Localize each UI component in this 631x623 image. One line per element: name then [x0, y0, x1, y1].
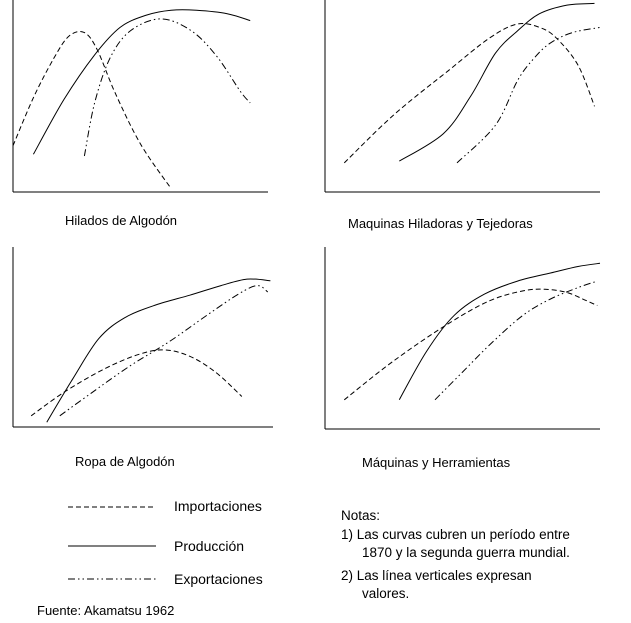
legend-line-produccion — [68, 545, 156, 547]
legend-label-importaciones: Importaciones — [174, 498, 262, 514]
notes-title: Notas: — [341, 508, 381, 523]
series-line-exportaciones — [83, 18, 251, 157]
chart-panel-ropa — [12, 247, 273, 428]
source-text: Fuente: Akamatsu 1962 — [37, 603, 175, 618]
caption-hilados: Hilados de Algodón — [65, 213, 178, 228]
legend-line-importaciones — [68, 506, 156, 508]
series-line-exportaciones — [59, 285, 269, 417]
caption-maquinas-hiladoras: Maquinas Hiladoras y Tejedoras — [348, 216, 533, 231]
chart-panel-maquinas-herramientas — [324, 247, 601, 430]
legend-label-exportaciones: Exportaciones — [174, 571, 263, 587]
chart-panel-maquinas-hiladoras — [324, 0, 601, 193]
series-line-exportaciones — [434, 280, 598, 401]
legend-label-produccion: Producción — [174, 538, 245, 554]
series-line-importaciones — [343, 288, 598, 401]
notes-line-4: valores. — [362, 586, 410, 601]
series-line-produccion — [32, 9, 251, 155]
legend-line-exportaciones — [68, 578, 156, 580]
caption-maquinas-herramientas: Máquinas y Herramientas — [362, 455, 511, 470]
series-line-produccion — [399, 2, 595, 162]
series-line-importaciones — [12, 31, 172, 189]
series-line-produccion — [398, 262, 601, 401]
notes-line-3: 2) Las línea verticales expresan — [341, 568, 532, 583]
caption-ropa: Ropa de Algodón — [75, 454, 175, 469]
notes-line-1: 1) Las curvas cubren un período entre — [341, 527, 570, 542]
series-line-produccion — [46, 278, 271, 423]
chart-panel-hilados — [12, 0, 268, 193]
series-line-importaciones — [343, 22, 595, 164]
notes-line-2: 1870 y la segunda guerra mundial. — [362, 545, 570, 560]
series-line-importaciones — [30, 349, 243, 417]
